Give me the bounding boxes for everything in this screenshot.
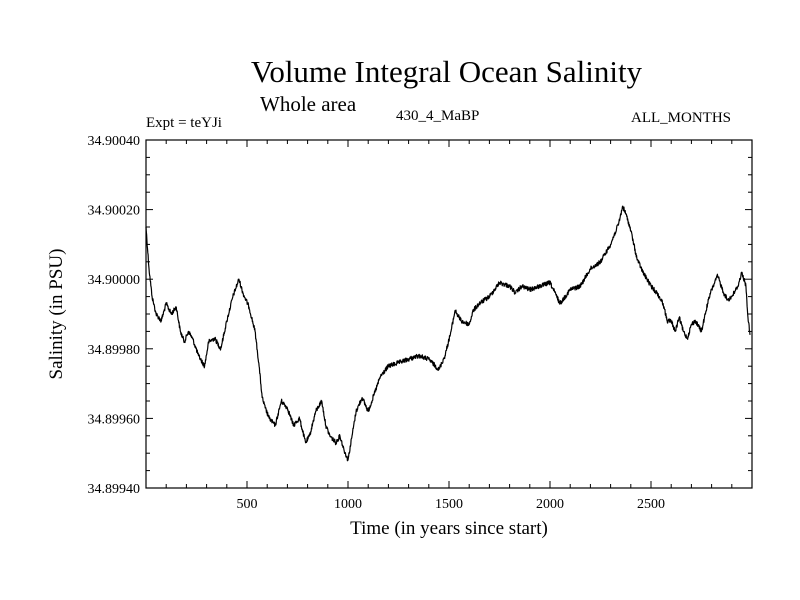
x-axis-label: Time (in years since start) (350, 518, 548, 539)
chart-title: Volume Integral Ocean Salinity (250, 54, 643, 89)
run-code-label: 430_4_MaBP (396, 108, 480, 124)
plot-frame (145, 139, 753, 489)
y-tick-label: 34.90000 (88, 273, 141, 288)
y-tick-label: 34.89940 (88, 482, 141, 497)
x-tick-label: 2500 (637, 497, 665, 512)
x-tick-label: 500 (237, 497, 258, 512)
x-tick-label: 1000 (334, 497, 362, 512)
series-group (145, 205, 751, 462)
months-label: ALL_MONTHS (631, 110, 731, 126)
x-tick-label: 2000 (536, 497, 564, 512)
axis-ticks (146, 140, 752, 488)
y-axis-label: Salinity (in PSU) (46, 249, 67, 380)
y-tick-label: 34.89980 (88, 343, 141, 358)
experiment-label: Expt = teYJi (146, 115, 222, 131)
y-tick-label: 34.90020 (88, 204, 141, 219)
chart-subtitle: Whole area (260, 92, 357, 116)
salinity-series-line (145, 205, 751, 462)
axis-tick-labels: 500 1000 1500 2000 2500 34.89940 34.89960 34.89… (88, 134, 666, 512)
x-tick-label: 1500 (435, 497, 463, 512)
y-tick-label: 34.90040 (88, 134, 141, 149)
y-tick-label: 34.89960 (88, 412, 141, 427)
